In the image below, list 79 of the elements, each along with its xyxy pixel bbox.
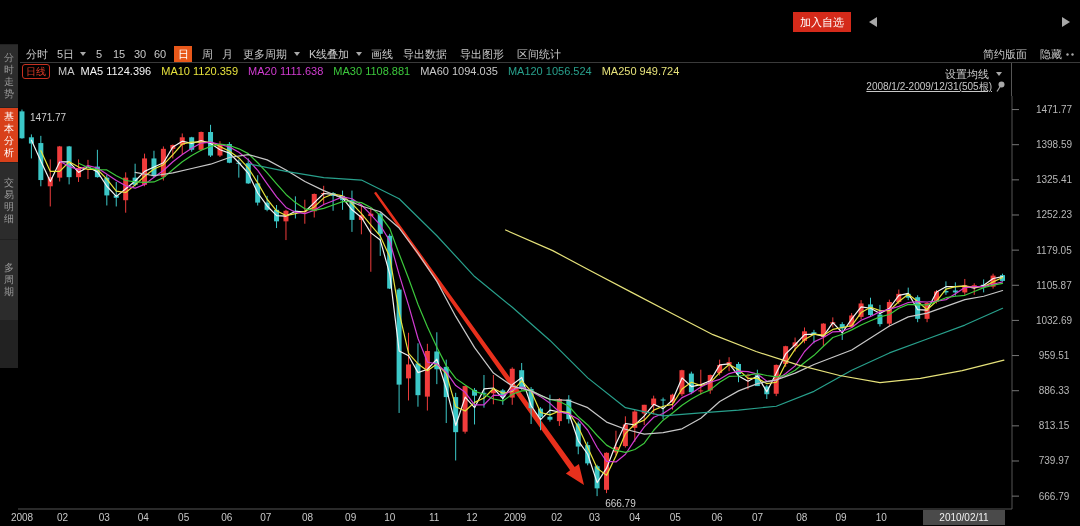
text: 15 <box>113 48 126 60</box>
y-tick-label: 739.97 <box>1038 455 1070 467</box>
y-tick-label: 959.51 <box>1038 350 1070 362</box>
x-tick-label: 02 <box>551 511 563 523</box>
y-tick-label: 1179.05 <box>1036 244 1073 256</box>
x-tick-label: 09 <box>345 511 357 523</box>
candlestick <box>547 394 553 423</box>
text: 2010/02/11 <box>939 512 989 523</box>
candlestick <box>28 133 34 159</box>
candlestick <box>406 332 412 401</box>
x-tick-label: 08 <box>796 511 808 523</box>
text: 分时 <box>26 48 48 60</box>
x-tick-label: 06 <box>711 511 724 523</box>
line-series <box>247 163 1004 417</box>
x-tick-label: 05 <box>178 511 190 523</box>
y-tick-label: 1325.41 <box>1035 174 1073 186</box>
line-series <box>504 229 1005 384</box>
text: 导出数据 <box>403 48 447 60</box>
candlestick <box>660 397 666 420</box>
text: MA30 1108.881 <box>333 65 411 77</box>
text: 日线 <box>26 66 46 77</box>
text: MA10 1120.359 <box>161 65 239 77</box>
x-tick-label: 10 <box>384 511 396 523</box>
text: 简约版面 <box>983 48 1027 60</box>
candlestick <box>113 181 119 207</box>
chart-subtitle: 2008/1/2-2009/12/31(505根) <box>866 81 992 92</box>
x-tick-label: 11 <box>428 511 440 523</box>
text: MA20 1111.638 <box>248 65 324 77</box>
text: 周 <box>202 48 213 60</box>
text: MA60 1094.035 <box>420 65 498 77</box>
text: 基本分析 <box>4 111 14 158</box>
legend-title: MA <box>58 65 75 77</box>
y-tick-label: 1398.59 <box>1035 139 1073 151</box>
text: 加入自选 <box>800 16 844 28</box>
annotation: 666.79 <box>605 498 637 510</box>
text: 区间统计 <box>517 48 561 60</box>
text: 导出图形 <box>460 48 504 60</box>
x-tick-label: 02 <box>56 511 69 523</box>
x-tick-label: 04 <box>629 511 641 523</box>
text: 隐藏 <box>1040 48 1062 60</box>
x-tick-label: 07 <box>751 511 764 523</box>
x-tick-label: 12 <box>466 511 478 523</box>
x-tick-label: 06 <box>221 511 233 523</box>
x-tick-label: 07 <box>260 511 272 523</box>
y-tick-label: 666.79 <box>1038 490 1070 502</box>
text: MA120 1056.524 <box>507 65 592 77</box>
text: K线叠加 <box>309 48 350 60</box>
x-tick-label: 2009 <box>503 511 527 523</box>
x-tick-label: 08 <box>302 511 314 523</box>
text: 多周期 <box>4 262 14 297</box>
annotation: 1471.77 <box>30 111 67 123</box>
y-tick-label: 1105.87 <box>1036 279 1073 291</box>
text: 5 <box>96 48 103 60</box>
text: 日 <box>177 48 189 60</box>
y-tick-label: 886.33 <box>1038 385 1070 397</box>
text: 60 <box>154 48 167 60</box>
x-tick-label: 09 <box>835 511 847 523</box>
text: MA5 1124.396 <box>80 65 152 77</box>
text: MA250 949.724 <box>601 65 680 77</box>
x-tick-label: 2008 <box>10 511 34 523</box>
x-tick-label: 05 <box>669 511 682 523</box>
candlestick <box>698 369 704 396</box>
text: 设置均线 <box>945 68 989 80</box>
text: 5日 <box>57 48 75 60</box>
text: 分时走势 <box>4 52 14 99</box>
y-tick-label: 1032.69 <box>1035 314 1073 326</box>
x-tick-label: 10 <box>875 511 888 523</box>
text: 月 <box>222 48 233 60</box>
y-tick-label: 1471.77 <box>1035 104 1073 116</box>
x-tick-label: 03 <box>98 511 111 523</box>
text: 更多周期 <box>243 48 287 60</box>
text: 交易明细 <box>4 177 14 224</box>
candlestick <box>811 329 817 344</box>
x-tick-label: 03 <box>588 511 601 523</box>
y-tick-label: 813.15 <box>1038 420 1070 432</box>
y-tick-label: 1252.23 <box>1035 209 1073 221</box>
x-tick-label: 04 <box>137 511 150 523</box>
text: 画线 <box>371 48 393 60</box>
text: 30 <box>134 48 147 60</box>
